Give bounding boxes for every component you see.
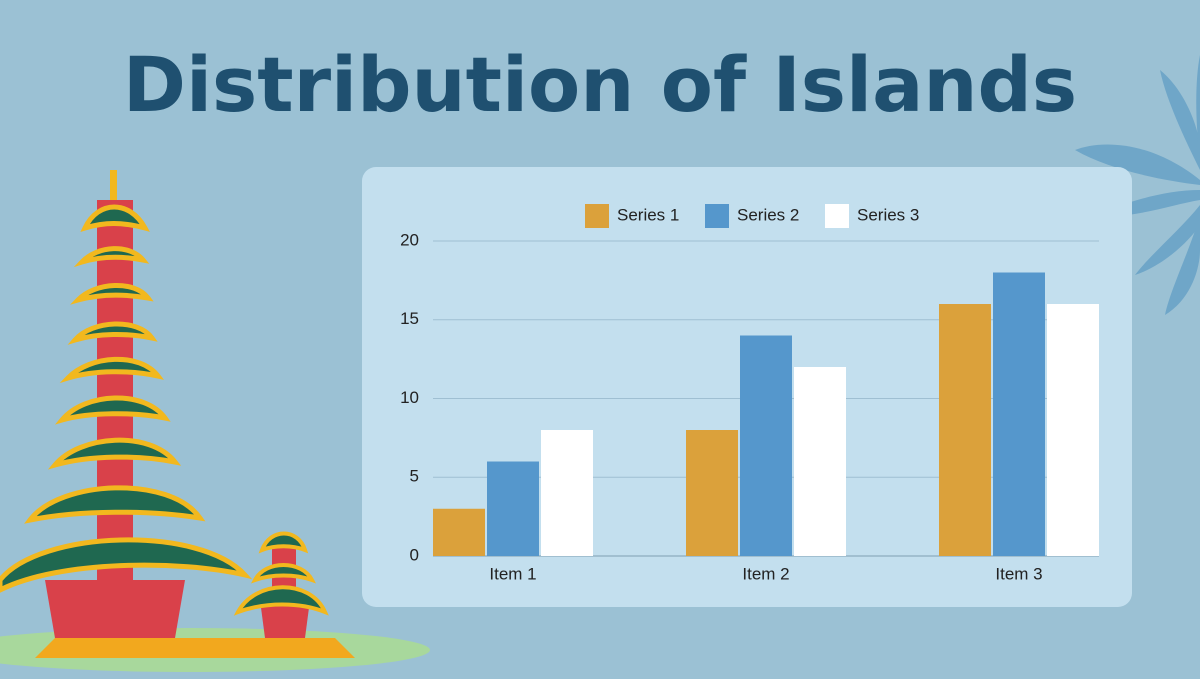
x-tick-label: Item 3 xyxy=(995,564,1042,583)
leaf-decoration xyxy=(1075,55,1200,315)
y-tick-label: 20 xyxy=(400,230,419,249)
legend-label: Series 2 xyxy=(737,205,799,224)
y-tick-label: 15 xyxy=(400,309,419,328)
x-tick-label: Item 1 xyxy=(489,564,536,583)
legend-swatch xyxy=(705,204,729,228)
y-tick-label: 0 xyxy=(410,545,419,564)
y-tick-label: 5 xyxy=(410,467,419,486)
bar xyxy=(541,430,593,556)
slide-title: Distribution of Islands xyxy=(123,40,1077,129)
bar xyxy=(487,461,539,556)
x-tick-label: Item 2 xyxy=(742,564,789,583)
y-tick-label: 10 xyxy=(400,388,419,407)
bar xyxy=(1047,304,1099,556)
legend-label: Series 3 xyxy=(857,205,919,224)
bar xyxy=(993,272,1045,556)
bar xyxy=(794,367,846,556)
legend-swatch xyxy=(585,204,609,228)
bar xyxy=(686,430,738,556)
bar xyxy=(740,335,792,556)
bar xyxy=(433,508,485,556)
temple-decoration xyxy=(0,170,430,672)
bar xyxy=(939,304,991,556)
legend-swatch xyxy=(825,204,849,228)
legend-label: Series 1 xyxy=(617,205,679,224)
